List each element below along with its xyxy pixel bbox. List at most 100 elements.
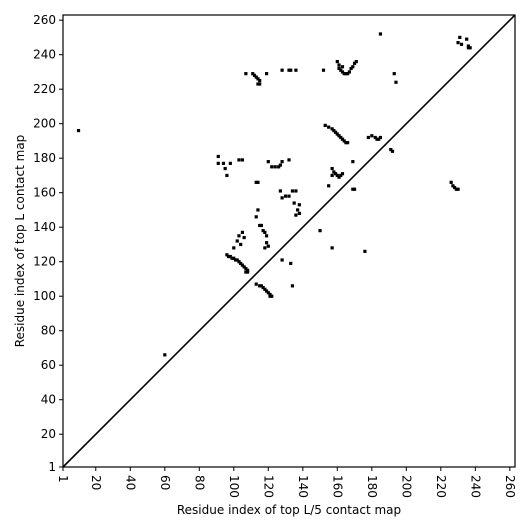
- contact-point: [233, 258, 238, 262]
- contact-point: [266, 291, 270, 295]
- x-tick-label: 160: [330, 475, 344, 498]
- contact-point: [287, 68, 291, 72]
- y-tick-label: 100: [33, 289, 56, 303]
- contact-point: [459, 42, 464, 46]
- contact-point: [465, 37, 469, 41]
- contact-point: [261, 229, 265, 233]
- contact-point: [337, 63, 341, 67]
- contact-point: [456, 41, 460, 45]
- contact-point: [254, 282, 258, 286]
- contact-point: [347, 70, 351, 74]
- contact-point: [454, 187, 458, 191]
- y-tick-label: 240: [33, 48, 56, 62]
- contact-point: [392, 72, 396, 76]
- contact-point: [228, 254, 232, 259]
- contact-point: [225, 173, 229, 178]
- contact-point: [363, 249, 367, 253]
- contact-point: [340, 172, 345, 176]
- contact-point: [344, 72, 348, 76]
- contact-point: [239, 261, 243, 266]
- contact-point: [277, 165, 281, 169]
- contact-point: [240, 230, 245, 234]
- contact-point: [230, 256, 234, 260]
- contact-point: [366, 135, 370, 140]
- contact-point: [327, 184, 331, 188]
- contact-point: [283, 194, 288, 198]
- contact-point: [330, 166, 334, 171]
- contact-point: [375, 137, 379, 141]
- y-axis-label: Residue index of top L contact map: [13, 135, 27, 348]
- contact-point: [258, 223, 262, 228]
- contact-point: [321, 68, 326, 72]
- contact-point: [332, 128, 336, 133]
- contact-point: [292, 201, 296, 205]
- x-tick-label: 180: [365, 475, 379, 498]
- contact-point: [337, 66, 341, 71]
- contact-point: [449, 180, 453, 184]
- contact-point: [458, 35, 462, 40]
- contact-point: [266, 244, 270, 248]
- contact-point: [297, 211, 301, 215]
- contact-point: [254, 215, 258, 219]
- contact-point: [278, 189, 282, 193]
- y-tick-label: 20: [41, 427, 56, 441]
- contact-point: [290, 284, 295, 288]
- contact-point: [394, 80, 398, 84]
- contact-point: [337, 175, 341, 179]
- contact-point: [466, 44, 471, 48]
- contact-point: [451, 184, 455, 188]
- contact-point: [370, 134, 374, 138]
- plot-frame: [62, 14, 516, 468]
- contact-point: [258, 78, 262, 83]
- contact-point: [163, 353, 167, 357]
- contact-point: [351, 160, 355, 164]
- contact-point: [256, 77, 260, 81]
- contact-point: [351, 65, 355, 69]
- contact-point: [244, 267, 248, 271]
- contact-point: [456, 187, 460, 191]
- contact-point: [242, 265, 246, 269]
- contact-point: [335, 132, 339, 136]
- contact-point: [263, 230, 267, 234]
- x-tick-label: 260: [503, 475, 517, 498]
- contact-point: [352, 187, 357, 191]
- contact-point: [237, 158, 241, 162]
- contact-point: [264, 241, 269, 245]
- contact-point: [280, 258, 284, 262]
- contact-point: [244, 72, 248, 76]
- contact-point: [264, 72, 269, 76]
- contact-point: [264, 289, 269, 293]
- contact-point: [223, 166, 227, 171]
- x-tick-label: 100: [227, 475, 241, 498]
- contact-point: [256, 82, 260, 86]
- contact-point: [270, 165, 274, 169]
- x-tick-label: 240: [468, 475, 482, 498]
- contact-point: [342, 139, 346, 143]
- contact-point: [337, 134, 341, 138]
- contact-point: [251, 72, 255, 76]
- contact-point: [259, 223, 263, 228]
- contact-point: [273, 165, 277, 169]
- contact-point: [453, 185, 457, 190]
- y-tick-label: 200: [33, 117, 56, 131]
- contact-point: [240, 158, 245, 162]
- y-tick-label: 160: [33, 186, 56, 200]
- contact-point: [354, 59, 358, 64]
- contact-point: [330, 173, 334, 178]
- contact-point: [294, 68, 298, 72]
- x-tick-label: 1: [56, 475, 70, 483]
- contact-point: [76, 128, 81, 133]
- contact-point: [346, 72, 350, 76]
- contact-point: [340, 65, 345, 69]
- x-tick-label: 20: [89, 475, 103, 490]
- contact-point: [254, 75, 258, 79]
- contact-point: [237, 260, 241, 264]
- contact-point: [270, 294, 274, 298]
- contact-point: [342, 72, 346, 76]
- contact-point: [389, 147, 393, 152]
- contact-point: [228, 161, 232, 165]
- contact-point: [349, 66, 353, 71]
- contact-point: [294, 213, 298, 217]
- contact-point: [287, 158, 291, 162]
- contact-point: [330, 246, 334, 250]
